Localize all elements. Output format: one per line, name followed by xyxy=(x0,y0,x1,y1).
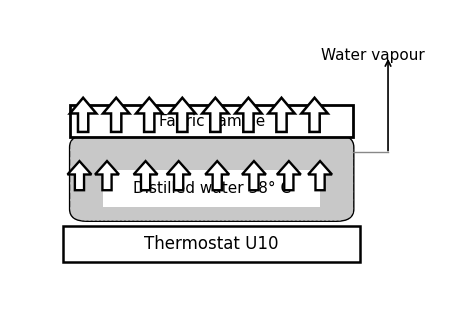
FancyBboxPatch shape xyxy=(70,136,353,221)
FancyBboxPatch shape xyxy=(103,170,320,207)
Text: Fabric sample: Fabric sample xyxy=(159,114,265,129)
Polygon shape xyxy=(242,161,266,190)
Polygon shape xyxy=(277,161,301,190)
Polygon shape xyxy=(169,98,196,132)
Bar xyxy=(70,105,353,137)
Polygon shape xyxy=(301,98,328,132)
Bar xyxy=(63,226,360,263)
Polygon shape xyxy=(95,161,119,190)
Polygon shape xyxy=(70,98,96,132)
Polygon shape xyxy=(167,161,191,190)
Polygon shape xyxy=(134,161,157,190)
Polygon shape xyxy=(268,98,295,132)
Polygon shape xyxy=(235,98,262,132)
Text: Distilled water 38° C: Distilled water 38° C xyxy=(133,181,291,196)
Polygon shape xyxy=(202,98,228,132)
FancyBboxPatch shape xyxy=(70,136,353,221)
Text: Water vapour: Water vapour xyxy=(321,48,425,63)
Polygon shape xyxy=(205,161,229,190)
Polygon shape xyxy=(308,161,332,190)
Polygon shape xyxy=(67,161,91,190)
Polygon shape xyxy=(136,98,163,132)
Polygon shape xyxy=(103,98,129,132)
Text: Thermostat U10: Thermostat U10 xyxy=(145,235,279,253)
